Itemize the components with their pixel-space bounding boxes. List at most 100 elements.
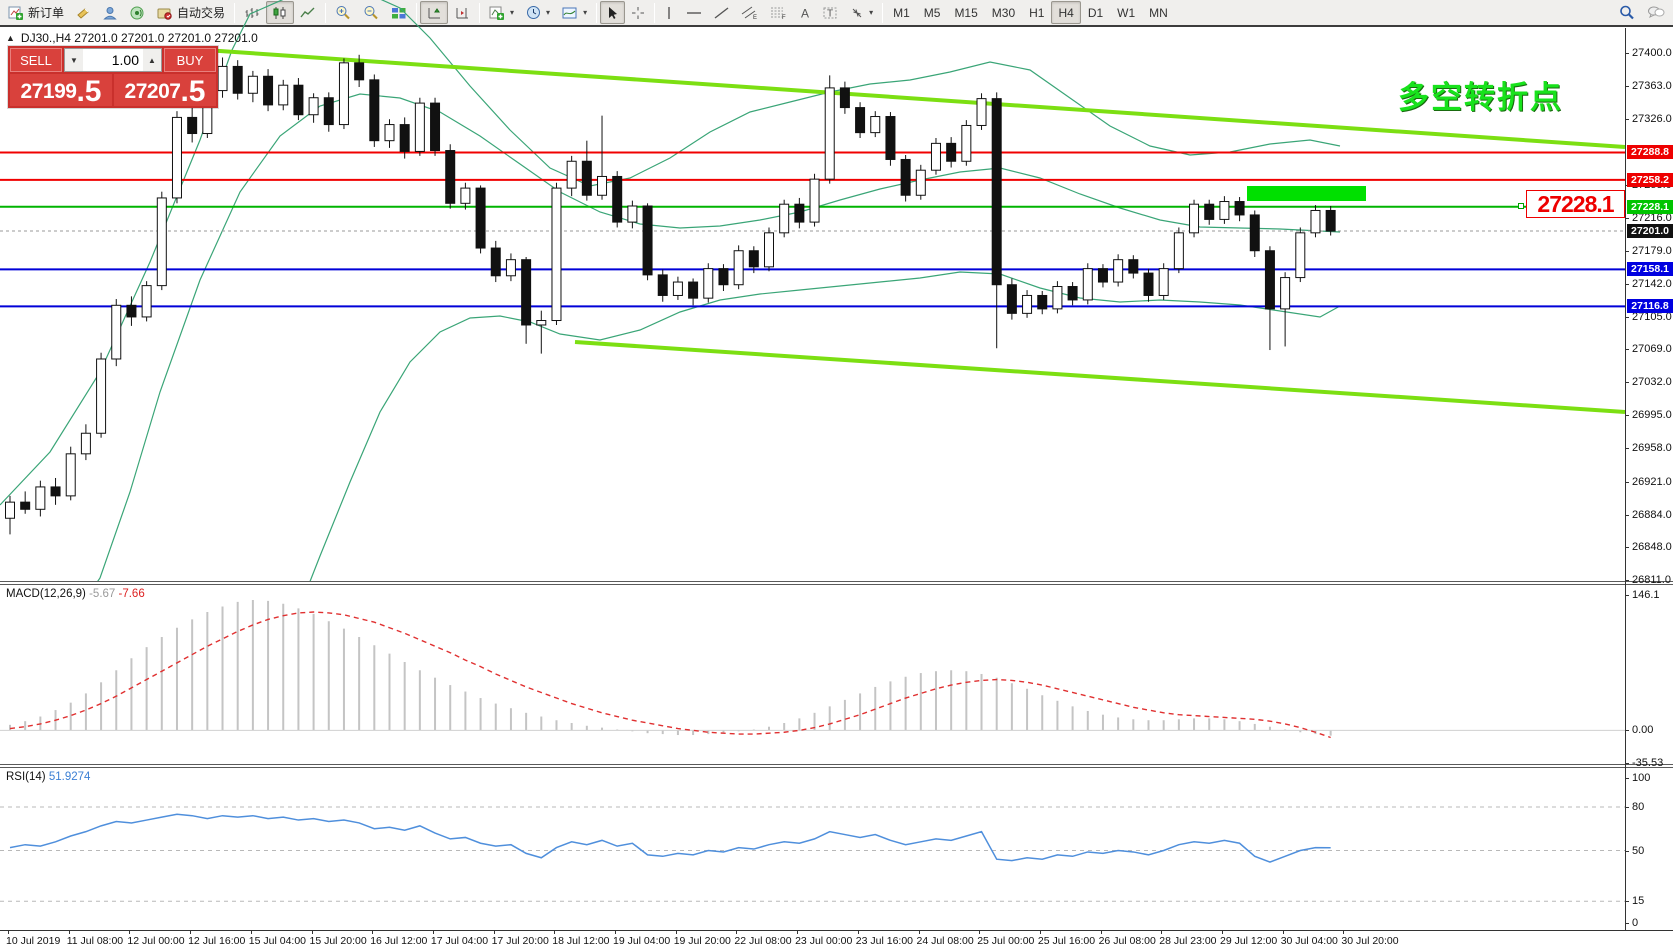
svg-text:E: E <box>753 15 757 20</box>
zoom-out-button[interactable] <box>357 1 385 24</box>
price-callout-box[interactable]: 27228.1 <box>1526 190 1625 218</box>
price-chart-panel[interactable] <box>0 0 1673 613</box>
panel-separator[interactable] <box>0 764 1673 768</box>
oneclick-collapse-arrow[interactable]: ▲ <box>6 33 15 43</box>
candle-bearish <box>263 75 274 106</box>
date-axis-label: 17 Jul 04:00 <box>430 935 489 947</box>
chat-contact-button[interactable] <box>97 1 124 24</box>
timeframe-w1[interactable]: W1 <box>1117 5 1136 20</box>
arrows-button[interactable]: ▾ <box>844 1 879 24</box>
templates-button[interactable]: ▾ <box>556 1 593 24</box>
current-price-tag[interactable]: 27201.0 <box>1627 224 1673 239</box>
candlestick-chart-button[interactable] <box>266 1 295 24</box>
candle-bullish <box>597 175 608 196</box>
autotrade-button[interactable]: 自动交易 <box>151 1 231 24</box>
price-tag-27158.1[interactable]: 27158.1 <box>1627 262 1673 277</box>
macd-panel[interactable] <box>0 585 1673 764</box>
candle-bearish <box>1325 209 1336 232</box>
text-button[interactable]: A <box>793 1 817 24</box>
buy-price-frac: .5 <box>180 74 206 108</box>
candle-bearish <box>688 281 699 299</box>
timeframe-mn[interactable]: MN <box>1149 5 1168 20</box>
date-axis-tick <box>311 931 313 934</box>
trendline-button[interactable] <box>708 1 735 24</box>
candle-bullish <box>1113 259 1124 283</box>
timeframe-m5[interactable]: M5 <box>923 5 941 20</box>
zoom-in-button[interactable] <box>329 1 357 24</box>
periods-button[interactable]: ▾ <box>520 1 556 24</box>
candle-bearish <box>1264 250 1275 310</box>
sell-price-button[interactable]: 27199 .5 <box>10 74 112 106</box>
candle-bullish <box>156 197 167 287</box>
date-axis-label: 19 Jul 20:00 <box>673 935 731 947</box>
price-tag-27228.1[interactable]: 27228.1 <box>1627 199 1673 214</box>
date-axis-label: 12 Jul 16:00 <box>188 935 246 947</box>
timeframe-m1[interactable]: M1 <box>893 5 910 20</box>
volume-up-button[interactable]: ▲ <box>143 49 161 71</box>
community-chat-button[interactable] <box>1641 1 1671 24</box>
date-axis-label: 30 Jul 20:00 <box>1341 935 1399 947</box>
callout-anchor-handle[interactable] <box>1518 203 1524 209</box>
line-chart-button[interactable] <box>294 1 322 24</box>
date-axis-label: 10 Jul 2019 <box>6 935 61 947</box>
auto-scroll-button[interactable] <box>420 1 449 24</box>
bollinger-middle-band[interactable] <box>77 93 1341 611</box>
channel-upper-trendline[interactable] <box>204 48 1626 149</box>
rsi-line <box>9 813 1331 863</box>
price-axis-tick <box>1625 415 1629 417</box>
buy-button[interactable]: BUY <box>164 48 216 72</box>
date-axis-label: 25 Jul 16:00 <box>1037 935 1096 947</box>
timeframe-h4[interactable]: H4 <box>1051 1 1081 24</box>
toolbar-separator <box>479 2 481 23</box>
sell-button[interactable]: SELL <box>10 48 62 72</box>
indicators-button[interactable]: ▾ <box>483 1 520 24</box>
date-axis-label: 17 Jul 20:00 <box>491 935 549 947</box>
one-click-trading-panel: SELL ▼ ▲ BUY 27199 .5 27207 .5 <box>8 46 218 108</box>
horizontal-line-button[interactable] <box>680 1 708 24</box>
timeframe-m30[interactable]: M30 <box>991 5 1016 20</box>
price-axis-tick <box>1625 119 1629 121</box>
label-button[interactable]: T <box>817 1 844 24</box>
new-order-button[interactable]: 新订单 <box>2 1 70 24</box>
date-axis-tick <box>554 931 556 934</box>
candle-bearish <box>430 102 441 152</box>
tile-windows-button[interactable] <box>385 1 413 24</box>
cursor-button[interactable] <box>600 1 626 24</box>
candle-bullish <box>80 432 91 455</box>
timeframe-m15[interactable]: M15 <box>954 5 978 20</box>
volume-input[interactable] <box>83 49 143 71</box>
search-button[interactable] <box>1613 1 1641 24</box>
timeframe-h1[interactable]: H1 <box>1029 5 1045 20</box>
bollinger-lower-band[interactable] <box>297 271 1341 613</box>
price-tag-27288.8[interactable]: 27288.8 <box>1627 145 1673 160</box>
vertical-line-button[interactable] <box>658 1 680 24</box>
equidistant-channel-button[interactable]: E <box>735 1 764 24</box>
buy-price-button[interactable]: 27207 .5 <box>114 74 216 106</box>
date-axis-label: 11 Jul 08:00 <box>66 935 124 947</box>
timeframe-d1[interactable]: D1 <box>1087 5 1104 20</box>
trend-turning-point-note[interactable]: 多空转折点 <box>1398 80 1563 115</box>
chart-shift-button[interactable] <box>448 1 476 24</box>
price-tag-27116.8[interactable]: 27116.8 <box>1627 299 1673 314</box>
panel-separator[interactable] <box>0 581 1673 585</box>
price-tag-27258.2[interactable]: 27258.2 <box>1627 172 1673 187</box>
signal-button[interactable] <box>124 1 151 24</box>
candle-bearish <box>354 62 365 81</box>
date-axis-label: 18 Jul 12:00 <box>552 935 610 947</box>
fibonacci-button[interactable]: F <box>764 1 793 24</box>
toolbar-separator <box>654 2 656 23</box>
green-highlight-rectangle[interactable] <box>1247 186 1366 201</box>
crosshair-button[interactable] <box>625 1 651 24</box>
macd-axis-label: 146.1 <box>1632 589 1660 602</box>
price-axis-tick <box>1625 579 1629 581</box>
candle-bullish <box>733 250 744 286</box>
alerts-button[interactable] <box>70 1 97 24</box>
date-axis-label: 26 Jul 08:00 <box>1098 935 1156 947</box>
date-axis-label: 15 Jul 04:00 <box>248 935 307 947</box>
channel-lower-trendline[interactable] <box>574 340 1626 414</box>
date-axis-tick <box>1282 931 1284 934</box>
macd-signal-line <box>9 611 1331 739</box>
volume-down-button[interactable]: ▼ <box>65 49 83 71</box>
rsi-panel[interactable] <box>0 768 1673 930</box>
bollinger-upper-band[interactable] <box>0 0 1341 506</box>
